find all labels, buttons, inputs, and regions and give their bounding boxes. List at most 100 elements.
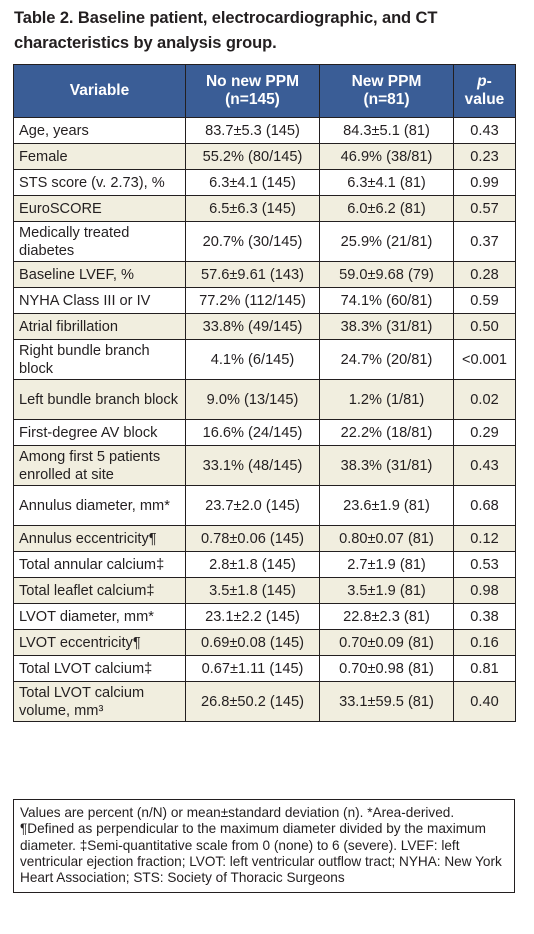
cell-p-value: 0.53	[453, 551, 516, 578]
cell-no-new-ppm: 77.2% (112/145)	[185, 287, 320, 314]
cell-variable: Annulus eccentricity¶	[13, 525, 186, 552]
cell-variable: Left bundle branch block	[13, 379, 186, 420]
cell-variable: First-degree AV block	[13, 419, 186, 446]
table-row: Total annular calcium‡ 2.8±1.8 (145) 2.7±1…	[13, 551, 516, 578]
cell-new-ppm: 0.70±0.98 (81)	[319, 655, 454, 682]
table-row: NYHA Class III or IV 77.2% (112/145) 74.1%…	[13, 287, 516, 314]
cell-p-value: 0.38	[453, 603, 516, 630]
cell-no-new-ppm: 33.1% (48/145)	[185, 445, 320, 486]
table-row: Annulus eccentricity¶ 0.78±0.06 (145) 0.80…	[13, 525, 516, 552]
table-footnote: Values are percent (n/N) or mean±standar…	[13, 799, 515, 894]
table-row: Total LVOT calcium‡ 0.67±1.11 (145) 0.70±0…	[13, 655, 516, 682]
cell-no-new-ppm: 20.7% (30/145)	[185, 221, 320, 262]
cell-no-new-ppm: 16.6% (24/145)	[185, 419, 320, 446]
cell-no-new-ppm: 23.1±2.2 (145)	[185, 603, 320, 630]
header-row: Variable No new PPM (n=145) New PPM (n=81)…	[13, 64, 516, 118]
cell-p-value: 0.99	[453, 169, 516, 196]
cell-new-ppm: 33.1±59.5 (81)	[319, 681, 454, 722]
cell-no-new-ppm: 33.8% (49/145)	[185, 313, 320, 340]
table-row: Annulus diameter, mm* 23.7±2.0 (145) 23.6±…	[13, 485, 516, 526]
cell-new-ppm: 0.70±0.09 (81)	[319, 629, 454, 656]
cell-no-new-ppm: 0.69±0.08 (145)	[185, 629, 320, 656]
table-row: Total LVOT calcium volume, mm³ 26.8±50.2 …	[13, 681, 516, 722]
table-row: Female 55.2% (80/145) 46.9% (38/81) 0.23	[13, 143, 516, 170]
table-row: EuroSCORE 6.5±6.3 (145) 6.0±6.2 (81) 0.57	[13, 195, 516, 222]
cell-p-value: 0.23	[453, 143, 516, 170]
cell-no-new-ppm: 4.1% (6/145)	[185, 339, 320, 380]
cell-no-new-ppm: 6.5±6.3 (145)	[185, 195, 320, 222]
cell-p-value: 0.98	[453, 577, 516, 604]
table-row: Baseline LVEF, % 57.6±9.61 (143) 59.0±9.68…	[13, 261, 516, 288]
cell-variable: Female	[13, 143, 186, 170]
cell-variable: Annulus diameter, mm*	[13, 485, 186, 526]
cell-new-ppm: 46.9% (38/81)	[319, 143, 454, 170]
cell-new-ppm: 25.9% (21/81)	[319, 221, 454, 262]
cell-p-value: 0.68	[453, 485, 516, 526]
cell-p-value: 0.57	[453, 195, 516, 222]
cell-no-new-ppm: 23.7±2.0 (145)	[185, 485, 320, 526]
cell-variable: Right bundle branch block	[13, 339, 186, 380]
cell-new-ppm: 3.5±1.9 (81)	[319, 577, 454, 604]
cell-p-value: <0.001	[453, 339, 516, 380]
table-row: Right bundle branch block 4.1% (6/145) 24.…	[13, 339, 516, 380]
table-row: Left bundle branch block 9.0% (13/145) 1.2…	[13, 379, 516, 420]
table-row: LVOT diameter, mm* 23.1±2.2 (145) 22.8±2.3…	[13, 603, 516, 630]
cell-p-value: 0.43	[453, 445, 516, 486]
cell-new-ppm: 6.0±6.2 (81)	[319, 195, 454, 222]
header-new-ppm: New PPM (n=81)	[319, 64, 454, 118]
cell-no-new-ppm: 83.7±5.3 (145)	[185, 117, 320, 144]
table-row: Medically treated diabetes 20.7% (30/145)…	[13, 221, 516, 262]
cell-no-new-ppm: 0.67±1.11 (145)	[185, 655, 320, 682]
cell-p-value: 0.43	[453, 117, 516, 144]
cell-no-new-ppm: 26.8±50.2 (145)	[185, 681, 320, 722]
cell-no-new-ppm: 2.8±1.8 (145)	[185, 551, 320, 578]
cell-new-ppm: 74.1% (60/81)	[319, 287, 454, 314]
table-row: Atrial fibrillation 33.8% (49/145) 38.3% (…	[13, 313, 516, 340]
cell-variable: EuroSCORE	[13, 195, 186, 222]
table-title: Table 2. Baseline patient, electrocardio…	[14, 9, 438, 52]
characteristics-table: Variable No new PPM (n=145) New PPM (n=81)…	[13, 64, 516, 722]
cell-variable: Baseline LVEF, %	[13, 261, 186, 288]
cell-p-value: 0.37	[453, 221, 516, 262]
header-variable: Variable	[13, 64, 186, 118]
cell-no-new-ppm: 0.78±0.06 (145)	[185, 525, 320, 552]
table-row: STS score (v. 2.73), % 6.3±4.1 (145) 6.3±4…	[13, 169, 516, 196]
cell-p-value: 0.02	[453, 379, 516, 420]
table-row: Among first 5 patients enrolled at site 3…	[13, 445, 516, 486]
cell-p-value: 0.12	[453, 525, 516, 552]
cell-new-ppm: 22.8±2.3 (81)	[319, 603, 454, 630]
cell-variable: Medically treated diabetes	[13, 221, 186, 262]
cell-new-ppm: 1.2% (1/81)	[319, 379, 454, 420]
cell-new-ppm: 0.80±0.07 (81)	[319, 525, 454, 552]
cell-p-value: 0.29	[453, 419, 516, 446]
cell-new-ppm: 59.0±9.68 (79)	[319, 261, 454, 288]
cell-variable: Among first 5 patients enrolled at site	[13, 445, 186, 486]
cell-new-ppm: 6.3±4.1 (81)	[319, 169, 454, 196]
cell-variable: Atrial fibrillation	[13, 313, 186, 340]
table-row: First-degree AV block 16.6% (24/145) 22.2%…	[13, 419, 516, 446]
cell-p-value: 0.40	[453, 681, 516, 722]
cell-p-value: 0.16	[453, 629, 516, 656]
cell-variable: NYHA Class III or IV	[13, 287, 186, 314]
cell-new-ppm: 38.3% (31/81)	[319, 313, 454, 340]
cell-p-value: 0.59	[453, 287, 516, 314]
table-row: Age, years 83.7±5.3 (145) 84.3±5.1 (81) 0.4…	[13, 117, 516, 144]
cell-variable: LVOT diameter, mm*	[13, 603, 186, 630]
cell-no-new-ppm: 6.3±4.1 (145)	[185, 169, 320, 196]
cell-no-new-ppm: 9.0% (13/145)	[185, 379, 320, 420]
cell-p-value: 0.50	[453, 313, 516, 340]
header-p-value: p-value	[453, 64, 516, 118]
cell-variable: Total LVOT calcium‡	[13, 655, 186, 682]
header-no-new-ppm: No new PPM (n=145)	[185, 64, 320, 118]
cell-new-ppm: 23.6±1.9 (81)	[319, 485, 454, 526]
table-body: Age, years 83.7±5.3 (145) 84.3±5.1 (81) 0.4…	[13, 117, 516, 722]
cell-new-ppm: 84.3±5.1 (81)	[319, 117, 454, 144]
cell-variable: Total leaflet calcium‡	[13, 577, 186, 604]
cell-variable: Total annular calcium‡	[13, 551, 186, 578]
table-row: LVOT eccentricity¶ 0.69±0.08 (145) 0.70±0.…	[13, 629, 516, 656]
cell-variable: LVOT eccentricity¶	[13, 629, 186, 656]
table-row: Total leaflet calcium‡ 3.5±1.8 (145) 3.5±1…	[13, 577, 516, 604]
cell-variable: STS score (v. 2.73), %	[13, 169, 186, 196]
cell-variable: Total LVOT calcium volume, mm³	[13, 681, 186, 722]
cell-no-new-ppm: 57.6±9.61 (143)	[185, 261, 320, 288]
